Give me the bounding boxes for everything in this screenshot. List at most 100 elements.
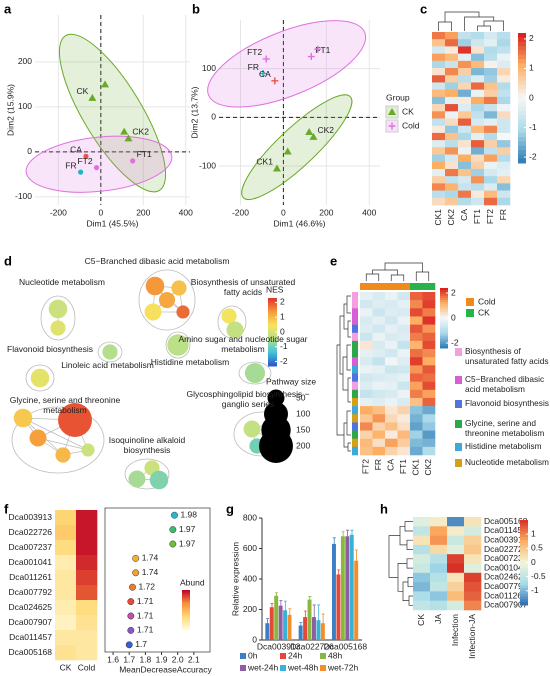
pathway-node: [221, 308, 237, 324]
heatmap-cell: [410, 422, 423, 431]
dendrogram: [388, 521, 413, 606]
row-label: Dca007237: [484, 553, 528, 563]
error-bar: [279, 599, 283, 612]
heatmap-cell: [397, 389, 411, 399]
cluster-label: Amino sugar and nucleotide sugar metabol…: [178, 334, 308, 354]
dot: [125, 641, 133, 649]
colorbar-step: [520, 562, 528, 566]
heatmap-cell: [55, 570, 77, 586]
heatmap-cell: [464, 517, 482, 527]
heatmap-cell: [397, 446, 411, 456]
heatmap-cell: [422, 446, 436, 456]
colorbar-step: [520, 525, 528, 529]
row-label: Dca007237: [9, 542, 53, 552]
colorbar-step: [440, 318, 448, 321]
colorbar-step: [440, 306, 448, 309]
y-tick-label: 400: [243, 573, 257, 583]
heatmap-cell: [55, 615, 77, 631]
heatmap-cell: [372, 292, 386, 301]
heatmap-cell: [413, 526, 431, 536]
heatmap-cell: [410, 430, 423, 439]
colorbar-step: [182, 620, 190, 623]
heatmap-cell: [397, 349, 411, 358]
heatmap-cell: [422, 430, 436, 439]
heatmap-cell: [445, 75, 459, 83]
heatmap-cell: [422, 292, 436, 301]
row-pathway: [352, 446, 358, 456]
heatmap-cell: [445, 60, 459, 69]
colorbar-step: [520, 602, 528, 606]
colorbar-step: [182, 598, 190, 600]
colorbar-step: [518, 111, 526, 116]
bar: [332, 543, 336, 640]
panel-label: c: [420, 1, 427, 16]
cluster-label: Linoleic acid metabolism: [61, 360, 154, 370]
legend-label: wet-24h: [247, 662, 279, 672]
heatmap-cell: [484, 32, 498, 40]
colorbar-step: [440, 310, 448, 313]
dot: [169, 526, 177, 534]
heatmap-cell: [422, 308, 436, 317]
heatmap-cell: [432, 39, 446, 47]
heatmap-cell: [397, 397, 411, 407]
colorbar-step: [182, 595, 190, 598]
dot: [127, 626, 135, 634]
heatmap-cell: [397, 308, 411, 317]
cluster-label: Isoquinoline alkaloid biosynthesis: [108, 435, 186, 455]
heatmap-cell: [55, 525, 77, 541]
heatmap-cell: [422, 365, 436, 374]
row-pathway: [352, 365, 358, 374]
heatmap-cell: [410, 397, 423, 407]
heatmap-cell: [432, 60, 446, 69]
heatmap-cell: [385, 365, 398, 374]
colorbar-step: [440, 326, 448, 329]
legend-label: CK: [402, 106, 414, 116]
bar: [265, 623, 270, 640]
colorbar-step: [520, 554, 528, 558]
error-bar: [346, 529, 350, 543]
heatmap-cell: [445, 154, 459, 163]
heatmap-cell: [410, 414, 423, 423]
point-label: FR: [65, 160, 76, 170]
heatmap-cell: [397, 300, 411, 309]
heatmap-cell: [497, 68, 511, 76]
legend-label: wet-48h: [287, 662, 319, 672]
legend-key: [455, 459, 462, 467]
column-label: CA: [386, 459, 396, 471]
colorbar-step: [268, 320, 277, 324]
colorbar-step: [520, 571, 528, 575]
heatmap-cell: [410, 365, 423, 374]
heatmap-cell: [372, 389, 386, 399]
row-pathway: [352, 300, 358, 309]
colorbar-step: [268, 359, 277, 362]
colorbar-step: [520, 537, 528, 541]
column-label: CK2: [446, 209, 456, 226]
heatmap-cell: [372, 316, 386, 325]
heatmap-cell: [484, 176, 498, 184]
cluster-label: C5−Branched dibasic acid metabolism: [84, 256, 230, 266]
colorbar-step: [520, 556, 528, 561]
data-label: 1.74: [142, 553, 159, 563]
heatmap-cell: [360, 349, 373, 358]
heatmap-cell: [410, 332, 423, 342]
row-pathway: [352, 324, 358, 334]
pathway-node: [29, 429, 47, 447]
heatmap-cell: [372, 430, 386, 439]
colorbar-step: [518, 154, 526, 160]
bar: [336, 574, 341, 640]
colorbar-step: [268, 300, 277, 304]
pathway-node: [158, 291, 176, 309]
heatmap-cell: [464, 535, 482, 546]
heatmap-cell: [458, 190, 472, 199]
heatmap-cell: [360, 300, 373, 309]
heatmap-cell: [458, 140, 472, 148]
colorbar-step: [520, 531, 528, 535]
cluster-label: Flavonoid biosynthesis: [7, 344, 93, 354]
heatmap-cell: [410, 349, 423, 358]
x-tick-label: 2.1: [188, 654, 200, 664]
heatmap-cell: [432, 118, 446, 127]
error-bar: [341, 531, 345, 542]
point-label: FR: [248, 62, 259, 72]
heatmap-cell: [397, 438, 411, 448]
